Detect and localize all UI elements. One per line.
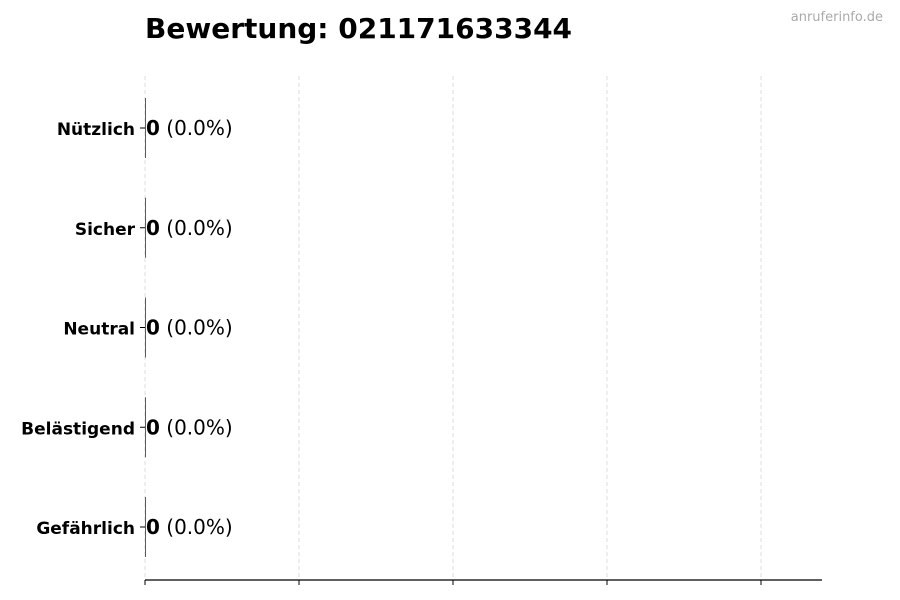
y-tick-label: Sicher <box>75 220 136 240</box>
chart-title: Bewertung: 021171633344 <box>145 12 573 45</box>
value-label: 0 <box>146 316 160 340</box>
value-label: 0 <box>146 116 160 140</box>
value-label: 0 <box>146 415 160 439</box>
data-label: 0 (0.0%) <box>146 316 233 340</box>
percent-label: (0.0%) <box>160 515 233 539</box>
data-label: 0 (0.0%) <box>146 415 233 439</box>
bar <box>145 98 146 158</box>
data-label: 0 (0.0%) <box>146 116 233 140</box>
data-label: 0 (0.0%) <box>146 216 233 240</box>
bar <box>145 497 146 557</box>
y-tick-label: Belästigend <box>21 419 135 439</box>
bar <box>145 197 146 258</box>
y-tick-label: Nützlich <box>57 120 135 140</box>
bar <box>145 297 146 358</box>
percent-label: (0.0%) <box>160 116 233 140</box>
y-tick-label: Neutral <box>63 320 135 340</box>
data-label: 0 (0.0%) <box>146 515 233 539</box>
percent-label: (0.0%) <box>160 216 233 240</box>
value-label: 0 <box>146 216 160 240</box>
y-tick-label: Gefährlich <box>36 519 135 539</box>
percent-label: (0.0%) <box>160 415 233 439</box>
value-label: 0 <box>146 515 160 539</box>
bar <box>145 397 146 458</box>
percent-label: (0.0%) <box>160 316 233 340</box>
watermark: anruferinfo.de <box>790 10 883 25</box>
